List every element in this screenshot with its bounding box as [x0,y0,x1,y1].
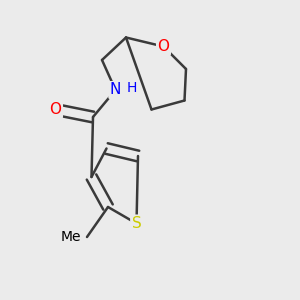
Text: H: H [127,82,137,95]
Text: S: S [132,216,141,231]
Text: Me: Me [61,230,81,244]
Text: N: N [110,82,121,98]
Text: O: O [158,39,169,54]
Text: O: O [50,102,61,117]
